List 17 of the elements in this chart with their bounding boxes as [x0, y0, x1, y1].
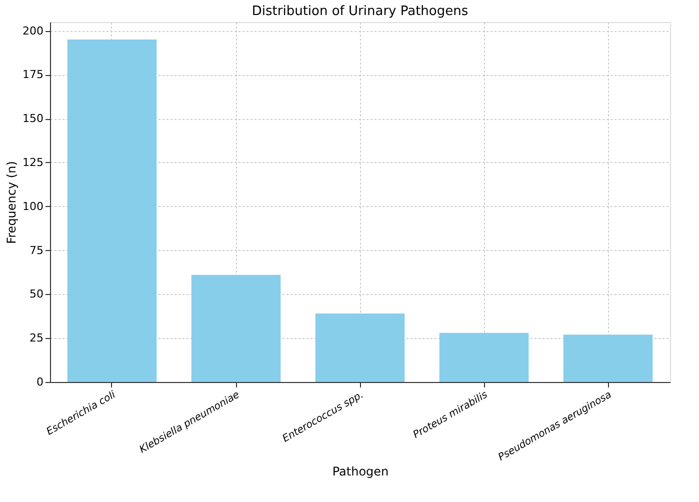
bar	[563, 334, 653, 382]
chart-title: Distribution of Urinary Pathogens	[252, 4, 468, 19]
bar	[439, 332, 529, 382]
y-tick-label: 50	[30, 288, 44, 301]
y-axis-title: Frequency (n)	[4, 161, 19, 244]
x-axis-title: Pathogen	[332, 464, 389, 478]
bar	[67, 40, 157, 382]
bar	[191, 274, 281, 382]
y-tick-label: 0	[36, 376, 44, 388]
y-tick-label: 75	[30, 244, 44, 257]
y-tick-label: 125	[22, 156, 44, 169]
y-tick-label: 175	[22, 68, 44, 82]
bar	[315, 314, 405, 382]
y-tick-label: 25	[30, 332, 44, 345]
y-tick-label: 100	[22, 200, 44, 213]
y-tick-label: 150	[22, 112, 44, 126]
y-tick-label: 200	[22, 24, 44, 38]
